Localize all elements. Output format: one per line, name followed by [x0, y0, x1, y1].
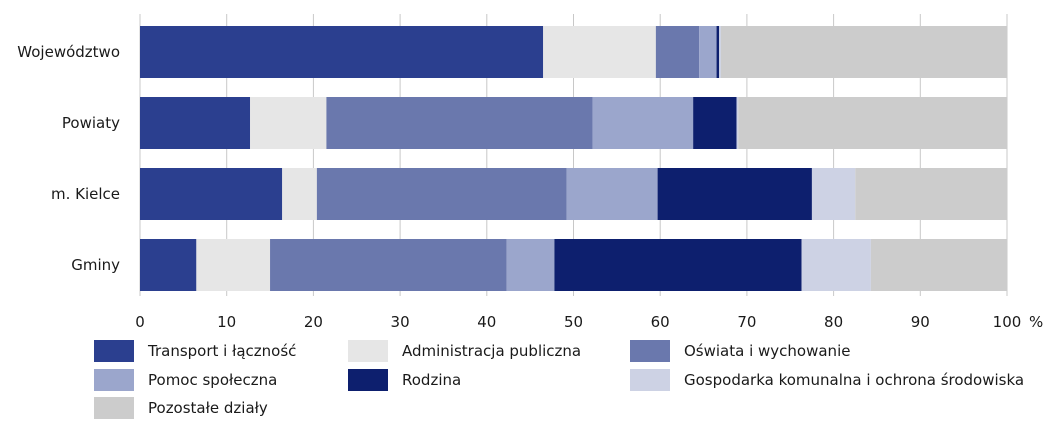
- category-label: Gminy: [71, 256, 120, 274]
- bar-segment: [140, 239, 197, 291]
- bar-segment: [720, 26, 1007, 78]
- x-tick-label: 50: [564, 313, 583, 331]
- bar-segment: [716, 26, 720, 78]
- bar-segment: [506, 239, 555, 291]
- legend-item: Pomoc społeczna: [94, 369, 277, 391]
- bar-segment: [554, 239, 802, 291]
- bars: [140, 26, 1007, 291]
- bar-segment: [592, 97, 694, 149]
- category-label: Powiaty: [62, 114, 120, 132]
- legend-item: Pozostałe działy: [94, 397, 268, 419]
- bar-segment: [270, 239, 507, 291]
- legend-item: Oświata i wychowanie: [630, 340, 850, 362]
- legend-swatch: [348, 369, 388, 391]
- bar-segment: [870, 239, 1007, 291]
- x-tick-label: 10: [217, 313, 236, 331]
- category-labels: Województwo Powiaty m. Kielce Gminy: [17, 43, 120, 274]
- bar-segment: [326, 97, 593, 149]
- x-tick-label: 30: [391, 313, 410, 331]
- bar-segment: [566, 168, 658, 220]
- bar-segment: [738, 97, 1007, 149]
- legend-swatch: [630, 340, 670, 362]
- legend-label: Transport i łączność: [147, 342, 296, 360]
- x-tick-label: 100: [993, 313, 1022, 331]
- legend-label: Rodzina: [402, 371, 461, 389]
- legend-swatch: [94, 397, 134, 419]
- bar-segment: [811, 168, 856, 220]
- bar-segment: [657, 168, 812, 220]
- bar-segment: [543, 26, 656, 78]
- bar-segment: [855, 168, 1007, 220]
- bar-segment: [140, 97, 251, 149]
- legend-label: Administracja publiczna: [402, 342, 581, 360]
- legend-item: Rodzina: [348, 369, 461, 391]
- bar-segment: [719, 26, 721, 78]
- legend-swatch: [94, 340, 134, 362]
- x-tick-label: 20: [304, 313, 323, 331]
- bar-segment: [140, 26, 544, 78]
- x-tick-label: 90: [911, 313, 930, 331]
- category-label: m. Kielce: [51, 185, 120, 203]
- x-unit-label: %: [1029, 313, 1043, 331]
- legend-swatch: [630, 369, 670, 391]
- legend: Transport i łączność Administracja public…: [94, 340, 1024, 419]
- bar-segment: [801, 239, 871, 291]
- legend-label: Pomoc społeczna: [148, 371, 277, 389]
- bar-segment: [196, 239, 271, 291]
- legend-item: Administracja publiczna: [348, 340, 581, 362]
- legend-label: Gospodarka komunalna i ochrona środowisk…: [684, 371, 1024, 389]
- x-tick-label: 40: [477, 313, 496, 331]
- bar-segment: [736, 97, 739, 149]
- bar-segment: [655, 26, 700, 78]
- bar-segment: [250, 97, 327, 149]
- legend-swatch: [348, 340, 388, 362]
- bar-segment: [140, 168, 283, 220]
- x-tick-label: 0: [135, 313, 145, 331]
- category-label: Województwo: [17, 43, 120, 61]
- legend-swatch: [94, 369, 134, 391]
- x-tick-label: 80: [824, 313, 843, 331]
- bar-segment: [316, 168, 567, 220]
- legend-item: Transport i łączność: [94, 340, 296, 362]
- x-tick-label: 70: [737, 313, 756, 331]
- legend-item: Gospodarka komunalna i ochrona środowisk…: [630, 369, 1024, 391]
- bar-segment: [282, 168, 317, 220]
- bar-segment: [699, 26, 717, 78]
- x-tick-label: 60: [651, 313, 670, 331]
- bar-segment: [693, 97, 737, 149]
- legend-label: Pozostałe działy: [148, 399, 268, 417]
- legend-label: Oświata i wychowanie: [684, 342, 850, 360]
